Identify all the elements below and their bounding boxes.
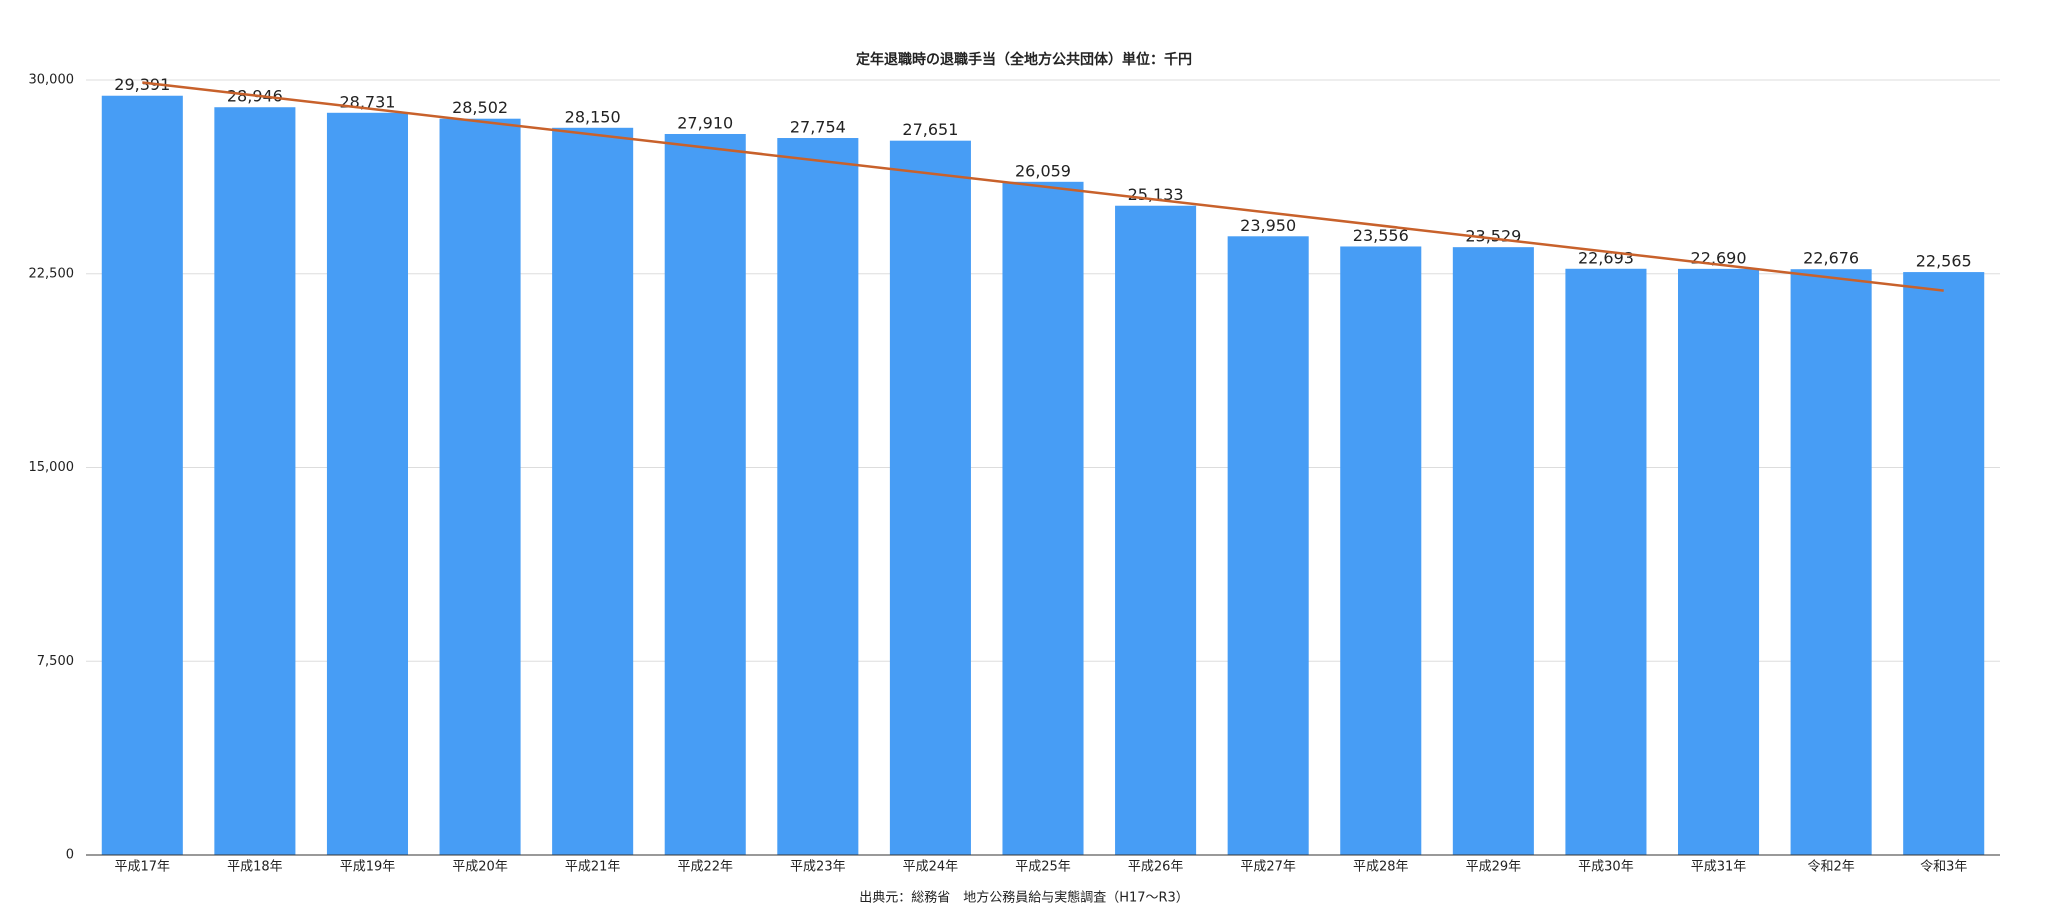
y-tick-label: 22,500	[29, 266, 75, 281]
bar	[439, 118, 521, 855]
bar	[664, 133, 746, 855]
x-tick-label: 平成28年	[1353, 860, 1409, 875]
value-label: 22,565	[1916, 252, 1972, 271]
bar	[214, 107, 296, 855]
x-tick-label: 平成18年	[227, 860, 283, 875]
value-label: 29,391	[114, 75, 170, 94]
chart-title: 定年退職時の退職手当（全地方公共団体）単位：千円	[856, 51, 1192, 68]
value-label: 23,556	[1353, 226, 1409, 245]
bar	[889, 140, 971, 855]
x-tick-label: 平成29年	[1466, 860, 1522, 875]
x-tick-label: 平成31年	[1691, 860, 1747, 875]
x-tick-label: 平成27年	[1240, 860, 1296, 875]
x-tick-label: 令和3年	[1920, 860, 1967, 875]
bar	[1452, 247, 1534, 856]
y-tick-label: 15,000	[29, 460, 75, 475]
x-tick-label: 平成23年	[790, 860, 846, 875]
value-label: 28,502	[452, 98, 508, 117]
y-tick-label: 0	[66, 848, 74, 863]
y-tick-label: 7,500	[37, 654, 74, 669]
bar	[777, 138, 859, 855]
value-label: 27,754	[790, 118, 846, 137]
x-tick-label: 平成26年	[1128, 860, 1184, 875]
value-label: 23,950	[1240, 216, 1296, 235]
trend-line	[142, 81, 1944, 292]
bar	[1565, 268, 1647, 855]
bar	[326, 112, 409, 856]
bar	[1340, 246, 1422, 856]
value-label: 27,910	[677, 113, 733, 132]
x-tick-label: 令和2年	[1807, 860, 1854, 875]
value-label: 22,676	[1803, 249, 1859, 268]
bar	[1677, 268, 1760, 855]
x-tick-label: 平成20年	[452, 860, 508, 875]
bar	[1002, 181, 1084, 855]
x-tick-label: 平成17年	[115, 860, 171, 875]
x-tick-label: 平成21年	[565, 860, 621, 875]
bar	[1790, 269, 1872, 855]
value-label: 27,651	[902, 120, 958, 139]
x-tick-label: 平成25年	[1015, 860, 1071, 875]
bar	[1115, 205, 1197, 855]
bar	[1903, 272, 1985, 856]
x-tick-label: 平成22年	[677, 860, 733, 875]
bar	[552, 127, 634, 855]
bar	[1227, 236, 1309, 855]
source-note: 出典元：総務省 地方公務員給与実態調査（H17〜R3）	[859, 890, 1189, 906]
value-label: 25,133	[1128, 185, 1184, 204]
x-tick-label: 平成19年	[340, 860, 396, 875]
x-tick-label: 平成30年	[1578, 860, 1634, 875]
x-tick-label: 平成24年	[903, 860, 959, 875]
bar	[101, 95, 183, 856]
value-label: 26,059	[1015, 161, 1071, 180]
value-label: 28,150	[565, 107, 621, 126]
y-tick-label: 30,000	[29, 73, 75, 88]
